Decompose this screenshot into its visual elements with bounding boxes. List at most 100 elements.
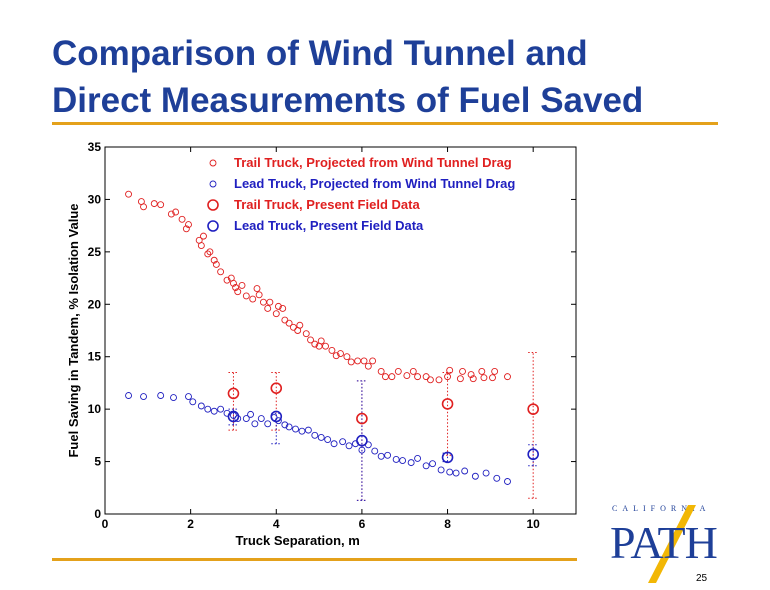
data-point-series-1: [444, 373, 451, 381]
x-tick-label: 8: [444, 517, 451, 531]
legend-marker: [209, 180, 217, 188]
data-point-series-1: [446, 366, 454, 374]
x-axis-label: Truck Separation, m: [236, 533, 360, 548]
data-point-series-4: [227, 410, 240, 423]
data-point-series-4: [270, 410, 283, 423]
data-point-series-1: [322, 342, 329, 350]
data-point-series-1: [206, 248, 214, 256]
data-point-series-1: [403, 372, 411, 380]
data-point-series-1: [435, 376, 443, 384]
slide-title: Comparison of Wind Tunnel and Direct Mea…: [52, 30, 752, 124]
data-point-series-2: [446, 468, 454, 476]
data-point-series-1: [157, 201, 165, 209]
data-point-series-2: [317, 434, 325, 441]
data-point-series-1: [255, 291, 263, 299]
data-point-series-1: [272, 310, 280, 318]
data-point-series-1: [266, 298, 274, 306]
data-point-series-2: [157, 392, 165, 399]
data-point-series-2: [311, 431, 319, 439]
data-point-series-1: [182, 225, 190, 233]
data-point-series-1: [200, 232, 207, 240]
page-number: 25: [696, 573, 708, 584]
y-tick-label: 10: [88, 402, 102, 416]
data-point-series-1: [369, 357, 377, 365]
data-point-series-1: [489, 374, 496, 382]
y-tick-label: 5: [94, 455, 101, 469]
legend-label: Trail Truck, Projected from Wind Tunnel …: [234, 155, 512, 170]
data-point-series-1: [204, 250, 212, 258]
data-point-series-1: [347, 358, 355, 366]
data-point-series-2: [125, 392, 133, 399]
data-point-series-2: [285, 423, 293, 431]
data-point-series-2: [384, 451, 392, 459]
logo-path-text: PATH: [610, 517, 718, 568]
data-point-series-2: [504, 478, 511, 485]
data-point-series-2: [339, 438, 347, 446]
data-point-series-1: [459, 367, 466, 375]
data-point-series-2: [185, 393, 192, 401]
data-point-series-1: [264, 305, 272, 312]
data-point-series-3: [227, 387, 240, 400]
data-point-series-2: [242, 415, 250, 423]
data-point-series-1: [217, 268, 225, 276]
legend-marker: [207, 199, 219, 211]
y-tick-label: 15: [88, 350, 102, 364]
footer-rule: [52, 558, 577, 561]
data-point-series-1: [377, 367, 385, 375]
data-point-series-2: [324, 436, 332, 444]
data-point-series-1: [469, 375, 477, 383]
data-point-series-1: [234, 288, 242, 296]
data-point-series-2: [461, 467, 469, 475]
data-point-series-1: [253, 285, 261, 293]
data-point-series-1: [197, 242, 205, 250]
data-point-series-1: [285, 319, 293, 327]
data-point-series-3: [441, 398, 454, 410]
slide-title-line-2: Direct Measurements of Fuel Saved: [52, 81, 644, 120]
data-point-series-1: [210, 256, 218, 264]
data-point-series-1: [414, 373, 422, 381]
data-point-series-2: [392, 456, 400, 463]
legend-label: Trail Truck, Present Field Data: [234, 197, 420, 212]
legend-marker: [209, 159, 217, 167]
data-point-series-1: [426, 376, 434, 384]
data-point-series-1: [178, 215, 186, 223]
data-point-series-1: [296, 321, 304, 329]
data-point-series-2: [204, 405, 212, 413]
x-tick-label: 0: [102, 517, 109, 531]
data-point-series-2: [330, 440, 338, 448]
data-point-series-1: [274, 302, 282, 310]
data-point-series-1: [238, 281, 246, 289]
california-path-logo: CALIFORNIA PATH: [608, 500, 723, 585]
data-point-series-2: [371, 447, 379, 455]
data-point-series-2: [170, 394, 177, 402]
data-point-series-2: [407, 459, 415, 467]
data-point-series-1: [279, 305, 287, 312]
data-point-series-2: [345, 442, 353, 450]
data-point-series-1: [332, 352, 340, 360]
y-tick-label: 30: [88, 192, 102, 206]
data-point-series-1: [491, 367, 499, 375]
data-point-series-2: [264, 420, 272, 428]
data-point-series-4: [356, 434, 368, 447]
x-tick-label: 2: [187, 517, 194, 531]
data-point-series-1: [480, 374, 488, 382]
y-axis-label: Fuel Saving in Tandem, % Isolation Value: [66, 203, 81, 457]
data-point-series-1: [456, 375, 464, 383]
data-point-series-2: [304, 426, 312, 434]
data-point-series-1: [360, 357, 368, 365]
data-point-series-1: [302, 330, 310, 338]
data-point-series-2: [414, 454, 422, 462]
data-point-series-3: [270, 382, 283, 394]
data-point-series-1: [212, 260, 220, 268]
data-point-series-1: [125, 190, 133, 198]
data-point-series-2: [437, 466, 445, 474]
data-point-series-2: [140, 393, 147, 401]
data-point-series-2: [197, 402, 205, 410]
data-point-series-2: [298, 427, 306, 435]
data-point-series-4: [441, 451, 454, 464]
data-point-series-2: [377, 452, 385, 460]
data-point-series-2: [493, 474, 501, 482]
data-point-series-2: [292, 425, 299, 433]
data-point-series-1: [328, 346, 336, 354]
data-point-series-1: [311, 340, 319, 348]
